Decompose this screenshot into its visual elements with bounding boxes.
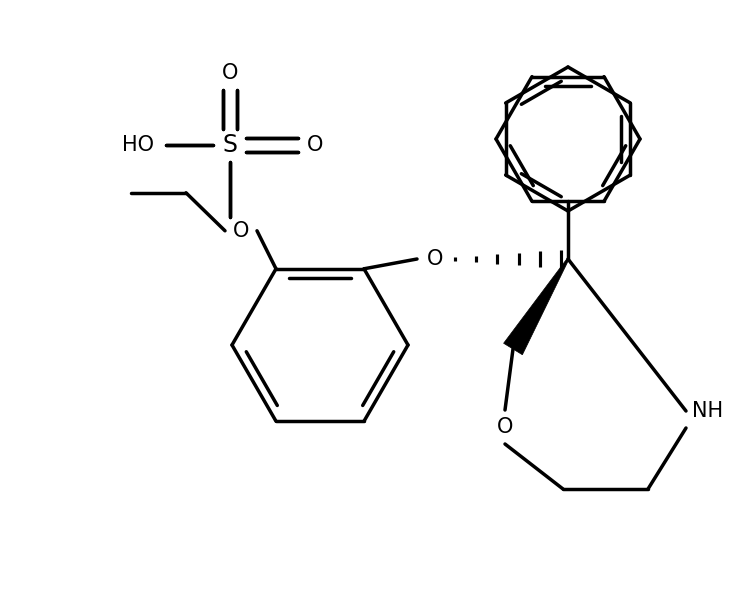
Text: S: S xyxy=(222,133,237,157)
Text: O: O xyxy=(233,221,249,241)
Text: S: S xyxy=(222,133,237,157)
Text: O: O xyxy=(222,63,238,83)
Text: O: O xyxy=(306,135,323,155)
Text: HO: HO xyxy=(122,135,154,155)
Text: O: O xyxy=(427,249,444,269)
Polygon shape xyxy=(504,259,569,355)
Text: O: O xyxy=(222,63,238,83)
Text: HO: HO xyxy=(122,135,154,155)
Text: O: O xyxy=(306,135,323,155)
Text: O: O xyxy=(497,417,514,437)
Text: NH: NH xyxy=(693,401,724,421)
